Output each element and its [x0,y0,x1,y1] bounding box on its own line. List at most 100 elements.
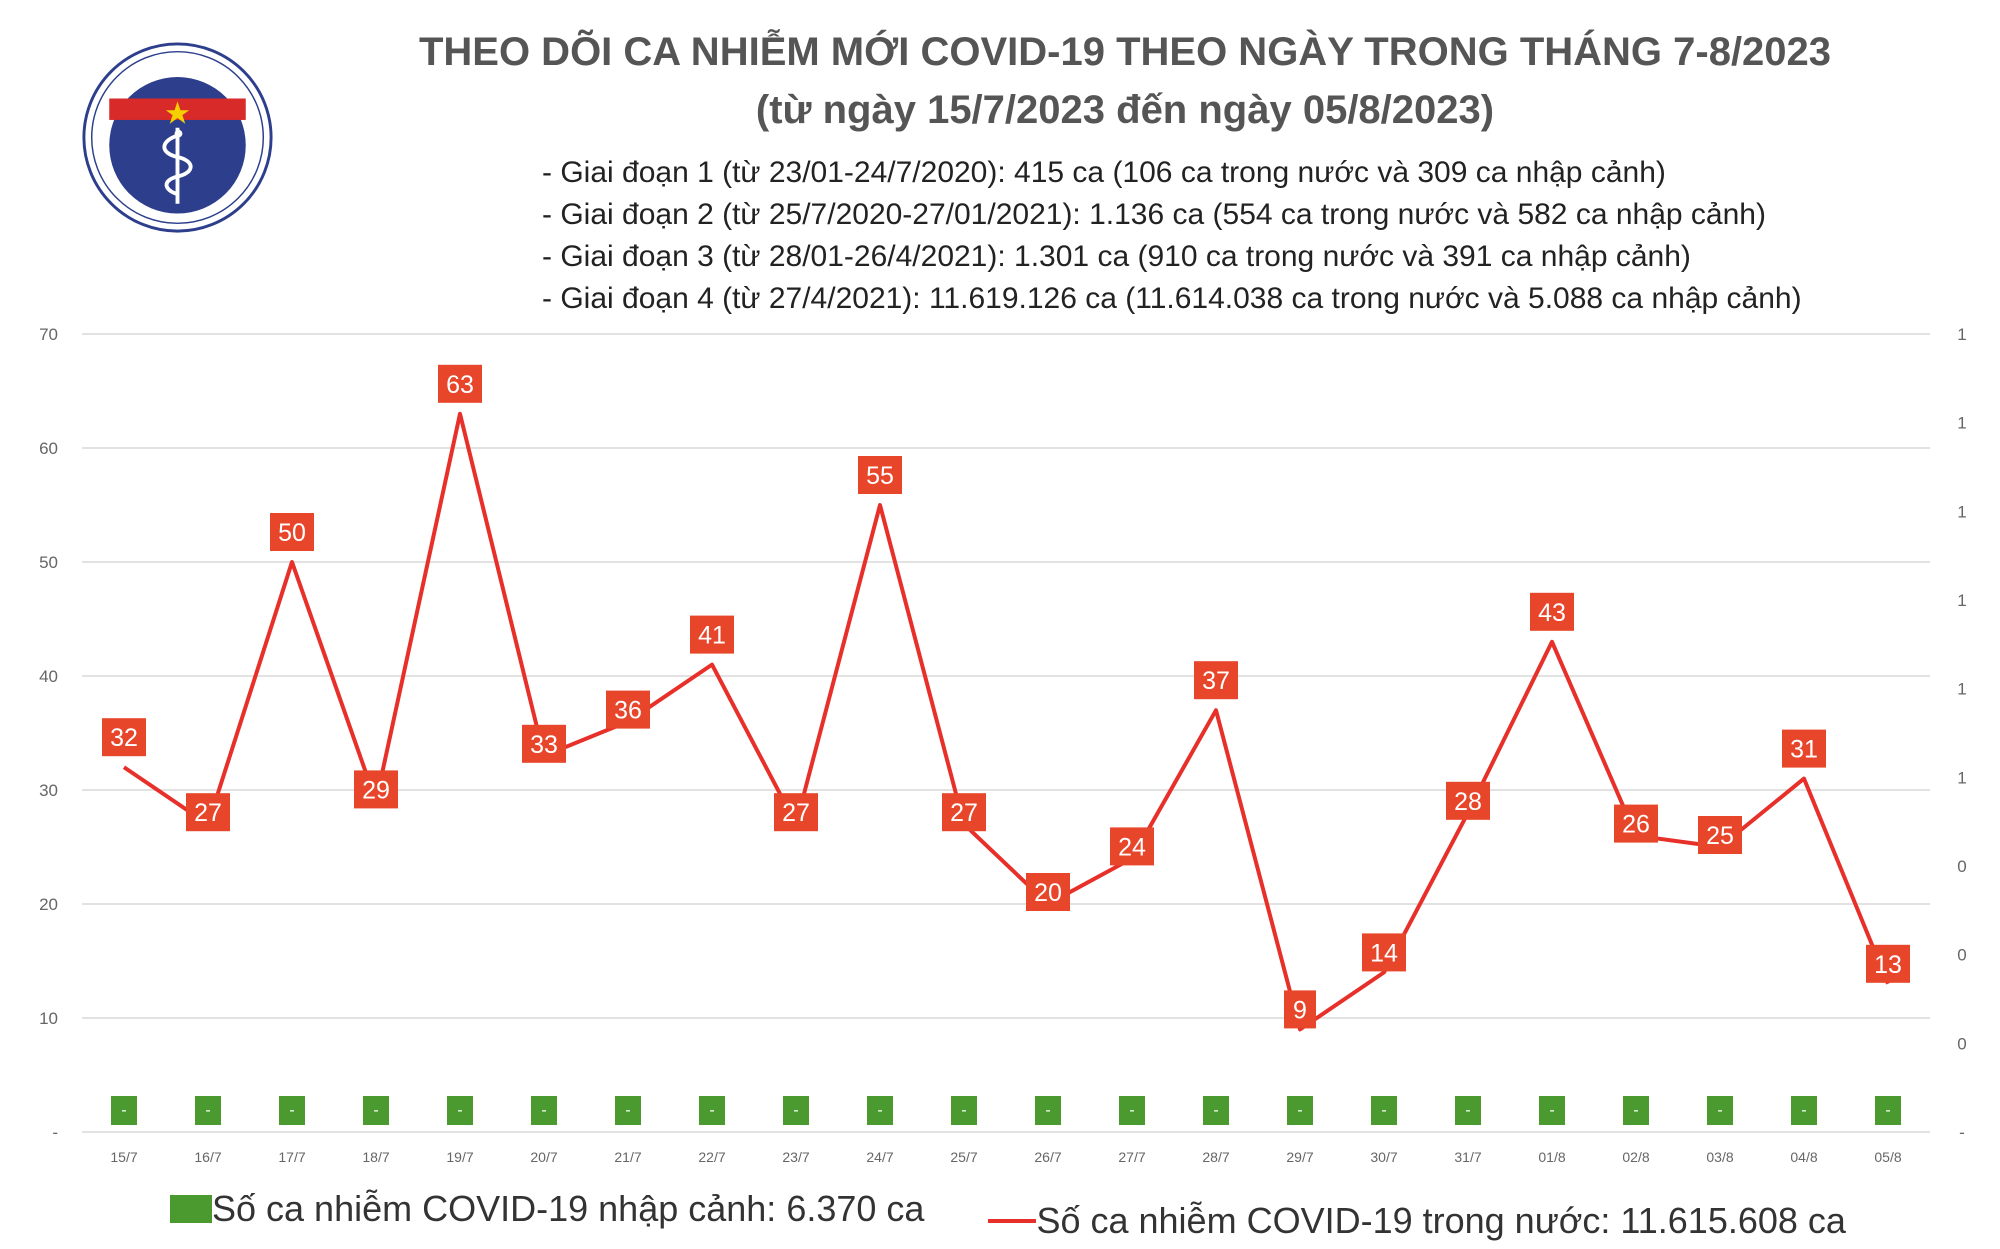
bar-value-label: - [289,1102,294,1119]
data-label-box [270,513,314,551]
y2-tick-label: 0 [1957,857,1966,876]
bar-marker [1287,1096,1313,1125]
bar-marker [279,1096,305,1125]
data-label-box [1782,729,1826,768]
data-label: 43 [1538,599,1566,627]
data-label-box [774,793,818,832]
data-label: 50 [278,519,306,547]
bar-value-label: - [1381,1102,1386,1119]
x-tick-label: 29/7 [1286,1149,1313,1165]
data-label-box [942,793,986,832]
bar-value-label: - [457,1102,462,1119]
data-label-box [1614,804,1658,843]
x-tick-label: 31/7 [1454,1149,1481,1165]
bar-marker [195,1096,221,1125]
bar-marker [699,1096,725,1125]
bar-marker [111,1096,137,1125]
bar-marker [1791,1096,1817,1125]
data-label: 14 [1370,939,1398,967]
note-phase-2: - Giai đoạn 2 (từ 25/7/2020-27/01/2021):… [542,198,1766,231]
bar-value-label: - [1801,1102,1806,1119]
data-label: 41 [698,622,726,650]
data-label: 31 [1790,736,1818,764]
y2-tick-label: 1 [1957,414,1966,433]
data-label: 32 [110,724,138,752]
y-tick-label: 30 [39,781,58,800]
data-label: 63 [446,371,474,399]
data-label-box [354,770,398,809]
bar-marker [615,1096,641,1125]
bar-marker [1035,1096,1061,1125]
x-tick-label: 03/8 [1706,1149,1733,1165]
legend-swatch-line [988,1219,1037,1223]
y2-tick-label: - [1959,1123,1965,1142]
data-label-box [186,793,230,832]
bar-value-label: - [709,1102,714,1119]
chart-title: THEO DÕI CA NHIỄM MỚI COVID-19 THEO NGÀY… [418,30,1832,74]
note-phase-3: - Giai đoạn 3 (từ 28/01-26/4/2021): 1.30… [542,240,1691,273]
data-label-box [1362,933,1406,972]
bar-value-label: - [121,1102,126,1119]
data-label: 26 [1622,811,1650,839]
data-label: 29 [362,776,390,804]
data-label: 24 [1118,833,1146,861]
bar-marker [1707,1096,1733,1125]
x-tick-label: 30/7 [1370,1149,1397,1165]
x-tick-label: 25/7 [950,1149,977,1165]
legend: Số ca nhiễm COVID-19 nhập cảnh: 6.370 ca… [170,1188,1846,1242]
y2-tick-label: 0 [1957,1034,1966,1053]
bar-value-label: - [1129,1102,1134,1119]
bar-value-label: - [1465,1102,1470,1119]
ministry-of-health-logo [82,42,273,233]
x-tick-label: 02/8 [1622,1149,1649,1165]
y2-tick-label: 1 [1957,591,1966,610]
bar-value-label: - [373,1102,378,1119]
data-label-box [522,724,566,763]
data-label: 27 [950,799,978,827]
bar-marker [1371,1096,1397,1125]
x-tick-label: 20/7 [530,1149,557,1165]
x-tick-label: 23/7 [782,1149,809,1165]
bar-marker [867,1096,893,1125]
note-phase-4: - Giai đoạn 4 (từ 27/4/2021): 11.619.126… [542,282,1802,315]
bar-marker [1119,1096,1145,1125]
legend-label-bar: Số ca nhiễm COVID-19 nhập cảnh: 6.370 ca [212,1188,925,1229]
y-tick-label: 70 [39,325,58,344]
x-tick-label: 16/7 [194,1149,221,1165]
bar-marker [531,1096,557,1125]
y-tick-label: 40 [39,667,58,686]
data-label: 9 [1293,996,1307,1024]
bar-value-label: - [793,1102,798,1119]
x-tick-label: 01/8 [1538,1149,1565,1165]
x-tick-label: 26/7 [1034,1149,1061,1165]
y2-tick-label: 1 [1957,768,1966,787]
data-label-box [1110,827,1154,866]
x-tick-label: 04/8 [1790,1149,1817,1165]
y-tick-label: 20 [39,895,58,914]
bar-value-label: - [961,1102,966,1119]
y2-tick-label: 1 [1957,680,1966,699]
data-label: 20 [1034,879,1062,907]
y-tick-label: 10 [39,1009,58,1028]
bar-value-label: - [1045,1102,1050,1119]
data-label-box [690,615,734,654]
data-label: 28 [1454,788,1482,816]
bar-marker [363,1096,389,1125]
bar-marker [783,1096,809,1125]
data-label-box [606,690,650,729]
bar-value-label: - [205,1102,210,1119]
bar-value-label: - [625,1102,630,1119]
bar-marker [1203,1096,1229,1125]
y2-tick-label: 1 [1957,502,1966,521]
bar-marker [1623,1096,1649,1125]
x-tick-label: 18/7 [362,1149,389,1165]
period-notes: - Giai đoạn 1 (từ 23/01-24/7/2020): 415 … [542,152,1802,320]
y-tick-label: 50 [39,553,58,572]
data-label: 25 [1706,822,1734,850]
legend-item-line: Số ca nhiễm COVID-19 trong nước: 11.615.… [934,1200,1846,1242]
bar-marker [1875,1096,1901,1125]
legend-label-line: Số ca nhiễm COVID-19 trong nước: 11.615.… [1036,1200,1846,1241]
x-tick-label: 28/7 [1202,1149,1229,1165]
data-label-box [102,718,146,757]
